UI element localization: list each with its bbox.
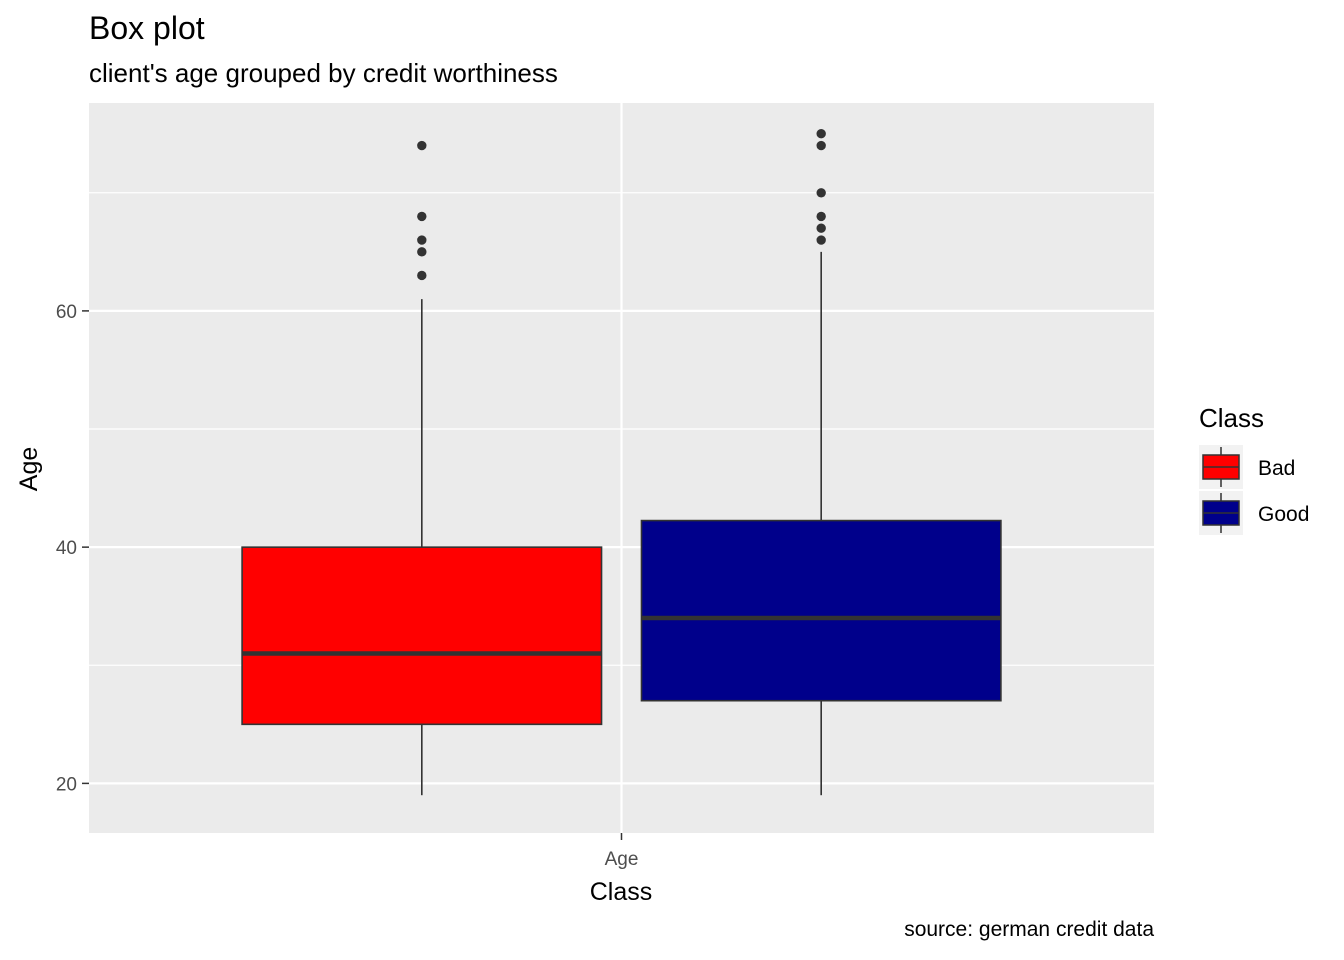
- outlier-point: [816, 224, 825, 233]
- legend-label: Bad: [1258, 457, 1295, 480]
- box-iqr: [242, 547, 601, 724]
- legend: Class Bad Good: [1199, 403, 1309, 535]
- y-tick-label: 40: [56, 538, 77, 559]
- x-axis-title: Class: [590, 878, 653, 906]
- legend-item-bad: Bad: [1199, 445, 1295, 489]
- outlier-point: [417, 141, 426, 150]
- chart-caption: source: german credit data: [904, 918, 1154, 942]
- outlier-point: [417, 235, 426, 244]
- outlier-point: [816, 235, 825, 244]
- legend-label: Good: [1258, 503, 1309, 526]
- outlier-point: [417, 212, 426, 221]
- y-axis: 20 40 60: [56, 302, 89, 795]
- x-tick-label: Age: [605, 849, 639, 870]
- outlier-point: [417, 271, 426, 280]
- legend-item-good: Good: [1199, 491, 1309, 535]
- outlier-point: [816, 129, 825, 138]
- y-tick-label: 20: [56, 774, 77, 795]
- outlier-point: [816, 141, 825, 150]
- outlier-point: [816, 212, 825, 221]
- legend-title: Class: [1199, 403, 1264, 433]
- outlier-point: [816, 188, 825, 197]
- box-iqr: [641, 521, 1000, 701]
- y-tick-label: 60: [56, 302, 77, 323]
- y-axis-title: Age: [15, 447, 43, 491]
- outlier-point: [417, 247, 426, 256]
- x-axis: Age: [605, 833, 639, 870]
